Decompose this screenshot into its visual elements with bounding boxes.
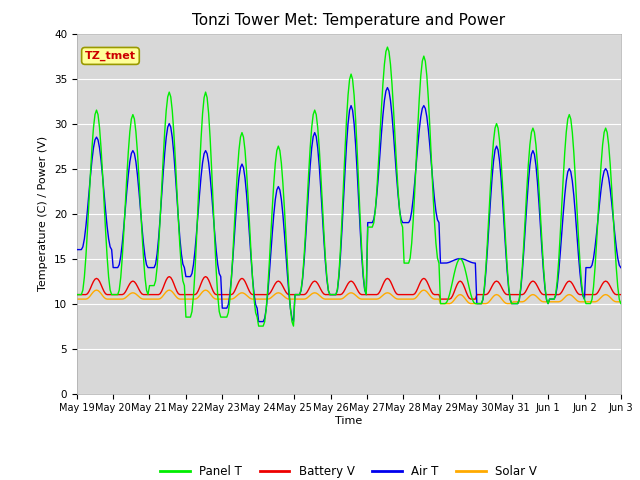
Legend: Panel T, Battery V, Air T, Solar V: Panel T, Battery V, Air T, Solar V (156, 461, 542, 480)
Y-axis label: Temperature (C) / Power (V): Temperature (C) / Power (V) (38, 136, 48, 291)
Title: Tonzi Tower Met: Temperature and Power: Tonzi Tower Met: Temperature and Power (192, 13, 506, 28)
Text: TZ_tmet: TZ_tmet (85, 51, 136, 61)
X-axis label: Time: Time (335, 416, 362, 426)
